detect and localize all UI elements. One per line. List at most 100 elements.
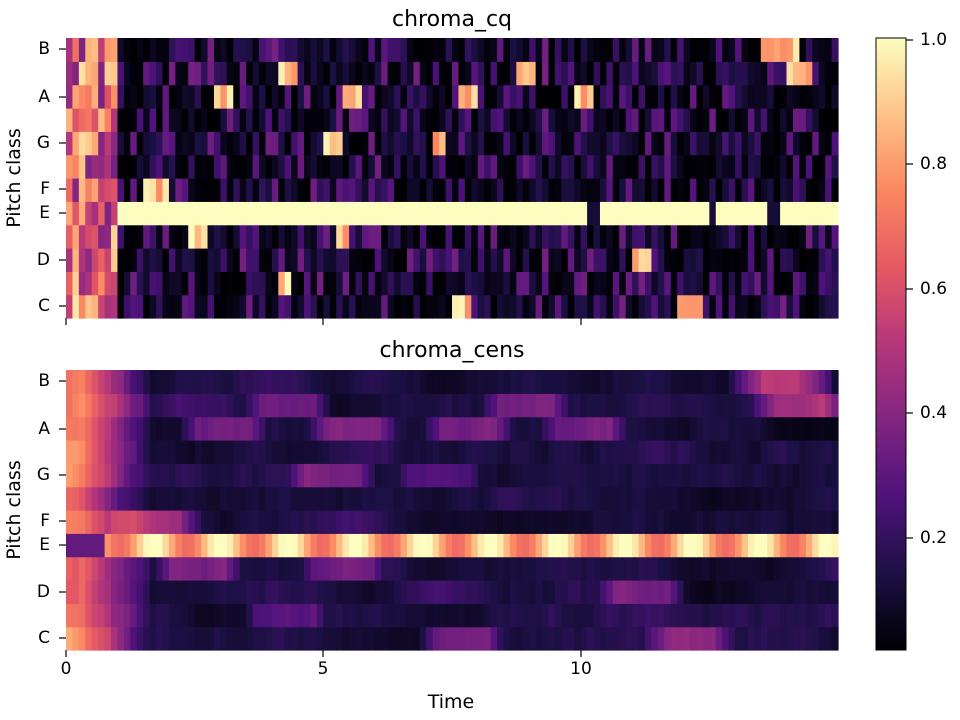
heatmap-cell: [702, 84, 710, 109]
heatmap-cell: [709, 84, 717, 109]
heatmap-cell: [709, 463, 717, 488]
heatmap-cell: [207, 38, 215, 62]
heatmap-cell: [336, 108, 344, 132]
heatmap-cell: [162, 510, 170, 534]
heatmap-cell: [72, 626, 80, 651]
heatmap-cell: [111, 61, 119, 86]
heatmap-cell: [246, 178, 254, 202]
heatmap-cell: [619, 393, 627, 418]
heatmap-cell: [741, 84, 749, 109]
colorbar-tick-label-0-2: 0.2: [920, 528, 947, 548]
heatmap-cell: [702, 463, 710, 488]
colorbar-ticks: 0.2 0.4 0.6 0.8 1.0: [906, 30, 947, 548]
heatmap-cell: [445, 440, 453, 464]
heatmap-cell: [561, 201, 569, 226]
heatmap-cell: [587, 294, 595, 319]
heatmap-cell: [239, 224, 247, 249]
heatmap-cell: [361, 38, 369, 62]
heatmap-cell: [413, 463, 421, 488]
heatmap-cell: [458, 510, 466, 534]
heatmap-cell: [265, 224, 273, 249]
heatmap-cell: [812, 201, 820, 226]
heatmap-cell: [85, 626, 93, 651]
heatmap-cell: [484, 294, 492, 319]
heatmap-cell: [374, 248, 382, 272]
heatmap-cell: [278, 463, 286, 488]
heatmap-cell: [773, 108, 781, 132]
heatmap-cell: [516, 271, 524, 296]
heatmap-cell: [805, 580, 813, 604]
heatmap-cell: [149, 61, 157, 86]
y-tick-label-b: B: [38, 39, 50, 59]
heatmap-cell: [606, 393, 614, 418]
heatmap-cell: [760, 131, 768, 156]
heatmap-cell: [696, 154, 704, 179]
heatmap-cell: [168, 510, 176, 534]
heatmap-cell: [728, 463, 736, 488]
heatmap-cell: [567, 533, 575, 558]
heatmap-cell: [677, 131, 685, 156]
heatmap-cell: [278, 248, 286, 272]
heatmap-cell: [413, 61, 421, 86]
heatmap-cell: [291, 533, 299, 558]
heatmap-cell: [111, 224, 119, 249]
heatmap-cell: [529, 416, 537, 441]
heatmap-cell: [374, 271, 382, 296]
heatmap-cell: [619, 248, 627, 272]
heatmap-cell: [497, 393, 505, 418]
heatmap-cell: [297, 370, 305, 394]
heatmap-cell: [265, 556, 273, 581]
heatmap-cell: [368, 224, 376, 249]
heatmap-cell: [78, 463, 86, 488]
heatmap-cell: [213, 108, 221, 132]
heatmap-cell: [696, 486, 704, 511]
heatmap-cell: [612, 370, 620, 394]
heatmap-cell: [554, 294, 562, 319]
heatmap-cell: [503, 131, 511, 156]
heatmap-cell: [735, 556, 743, 581]
heatmap-cell: [632, 84, 640, 109]
heatmap-cell: [368, 294, 376, 319]
heatmap-cell: [297, 61, 305, 86]
heatmap-cell: [168, 370, 176, 394]
heatmap-cell: [329, 603, 337, 628]
heatmap-cell: [792, 556, 800, 581]
heatmap-cell: [503, 416, 511, 441]
heatmap-cell: [599, 533, 607, 558]
heatmap-cell: [406, 393, 414, 418]
heatmap-cell: [355, 370, 363, 394]
heatmap-cell: [271, 248, 279, 272]
heatmap-cell: [175, 556, 183, 581]
heatmap-cell: [747, 224, 755, 249]
heatmap-cell: [329, 510, 337, 534]
heatmap-cell: [722, 463, 730, 488]
heatmap-cell: [702, 510, 710, 534]
heatmap-cell: [812, 603, 820, 628]
heatmap-cell: [690, 416, 698, 441]
heatmap-cell: [149, 486, 157, 511]
heatmap-cell: [156, 463, 164, 488]
heatmap-cell: [355, 440, 363, 464]
heatmap-cell: [368, 463, 376, 488]
heatmap-cell: [98, 440, 106, 464]
heatmap-cell: [85, 463, 93, 488]
heatmap-cell: [426, 603, 434, 628]
heatmap-cell: [690, 463, 698, 488]
heatmap-cell: [246, 131, 254, 156]
heatmap-cell: [657, 580, 665, 604]
heatmap-cell: [181, 626, 189, 651]
heatmap-cell: [323, 201, 331, 226]
heatmap-cell: [683, 61, 691, 86]
heatmap-cell: [664, 38, 672, 62]
heatmap-cell: [522, 440, 530, 464]
heatmap-cell: [786, 131, 794, 156]
heatmap-cell: [728, 486, 736, 511]
heatmap-cell: [143, 38, 151, 62]
heatmap-cell: [535, 178, 543, 202]
heatmap-cell: [490, 271, 498, 296]
heatmap-cell: [657, 131, 665, 156]
heatmap-cell: [638, 154, 646, 179]
heatmap-cell: [638, 370, 646, 394]
heatmap-cell: [368, 393, 376, 418]
heatmap-cell: [503, 61, 511, 86]
